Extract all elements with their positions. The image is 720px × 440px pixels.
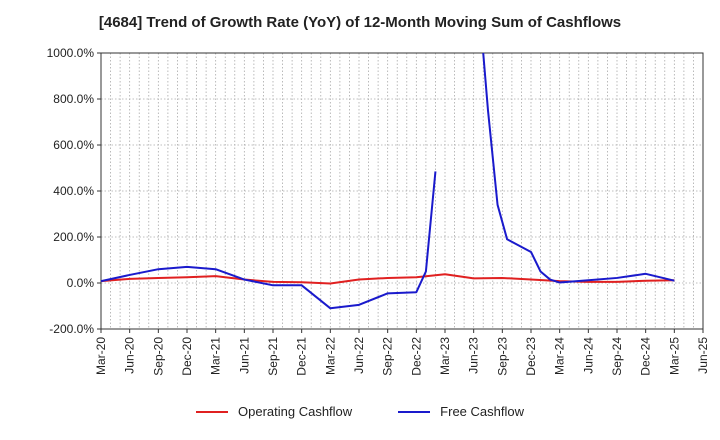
x-tick-label: Sep-22 [381, 337, 395, 376]
x-tick-label: Sep-20 [151, 337, 165, 376]
y-tick-label: 400.0% [53, 184, 94, 198]
legend-swatch-free [398, 410, 431, 413]
x-tick-label: Mar-23 [438, 337, 452, 375]
y-tick-label: 200.0% [53, 230, 94, 244]
x-tick-label: Mar-25 [667, 337, 681, 375]
x-tick-label: Dec-20 [180, 337, 194, 376]
x-tick-label: Jun-20 [123, 337, 137, 374]
y-tick-label: 0.0% [67, 276, 95, 290]
x-tick-label: Dec-22 [409, 337, 423, 376]
legend-label-operating: Operating Cashflow [238, 404, 353, 419]
x-tick-label: Jun-21 [237, 337, 251, 374]
x-tick-label: Mar-22 [323, 337, 337, 375]
x-tick-label: Mar-20 [94, 337, 108, 375]
x-tick-label: Mar-21 [209, 337, 223, 375]
legend-swatch-operating [196, 410, 228, 413]
x-tick-label: Sep-21 [266, 337, 280, 376]
chart-title: [4684] Trend of Growth Rate (YoY) of 12-… [98, 14, 622, 31]
series-line-operating-cashflow [101, 273, 675, 285]
x-tick-label: Dec-21 [295, 337, 309, 376]
x-tick-label: Jun-22 [352, 337, 366, 374]
y-tick-label: 800.0% [53, 92, 94, 106]
x-tick-label: Dec-24 [639, 337, 653, 376]
legend-item-operating: Operating Cashflow [196, 404, 352, 419]
x-tick-label: Jun-24 [581, 337, 595, 374]
x-tick-label: Jun-25 [696, 337, 710, 374]
series-line-free-cashflow [101, 171, 437, 310]
x-tick-label: Mar-24 [553, 337, 567, 375]
x-tick-label: Sep-23 [495, 337, 509, 376]
legend: Operating Cashflow Free Cashflow [0, 404, 720, 419]
y-tick-label: -200.0% [49, 322, 94, 336]
y-tick-label: 1000.0% [47, 46, 95, 60]
x-tick-label: Dec-23 [524, 337, 538, 376]
series-line-free-cashflow [482, 53, 675, 284]
y-tick-label: 600.0% [53, 138, 94, 152]
legend-label-free: Free Cashflow [440, 404, 524, 419]
series-group [101, 53, 675, 310]
legend-item-free: Free Cashflow [398, 404, 524, 419]
x-tick-label: Sep-24 [610, 337, 624, 376]
x-tick-label: Jun-23 [467, 337, 481, 374]
